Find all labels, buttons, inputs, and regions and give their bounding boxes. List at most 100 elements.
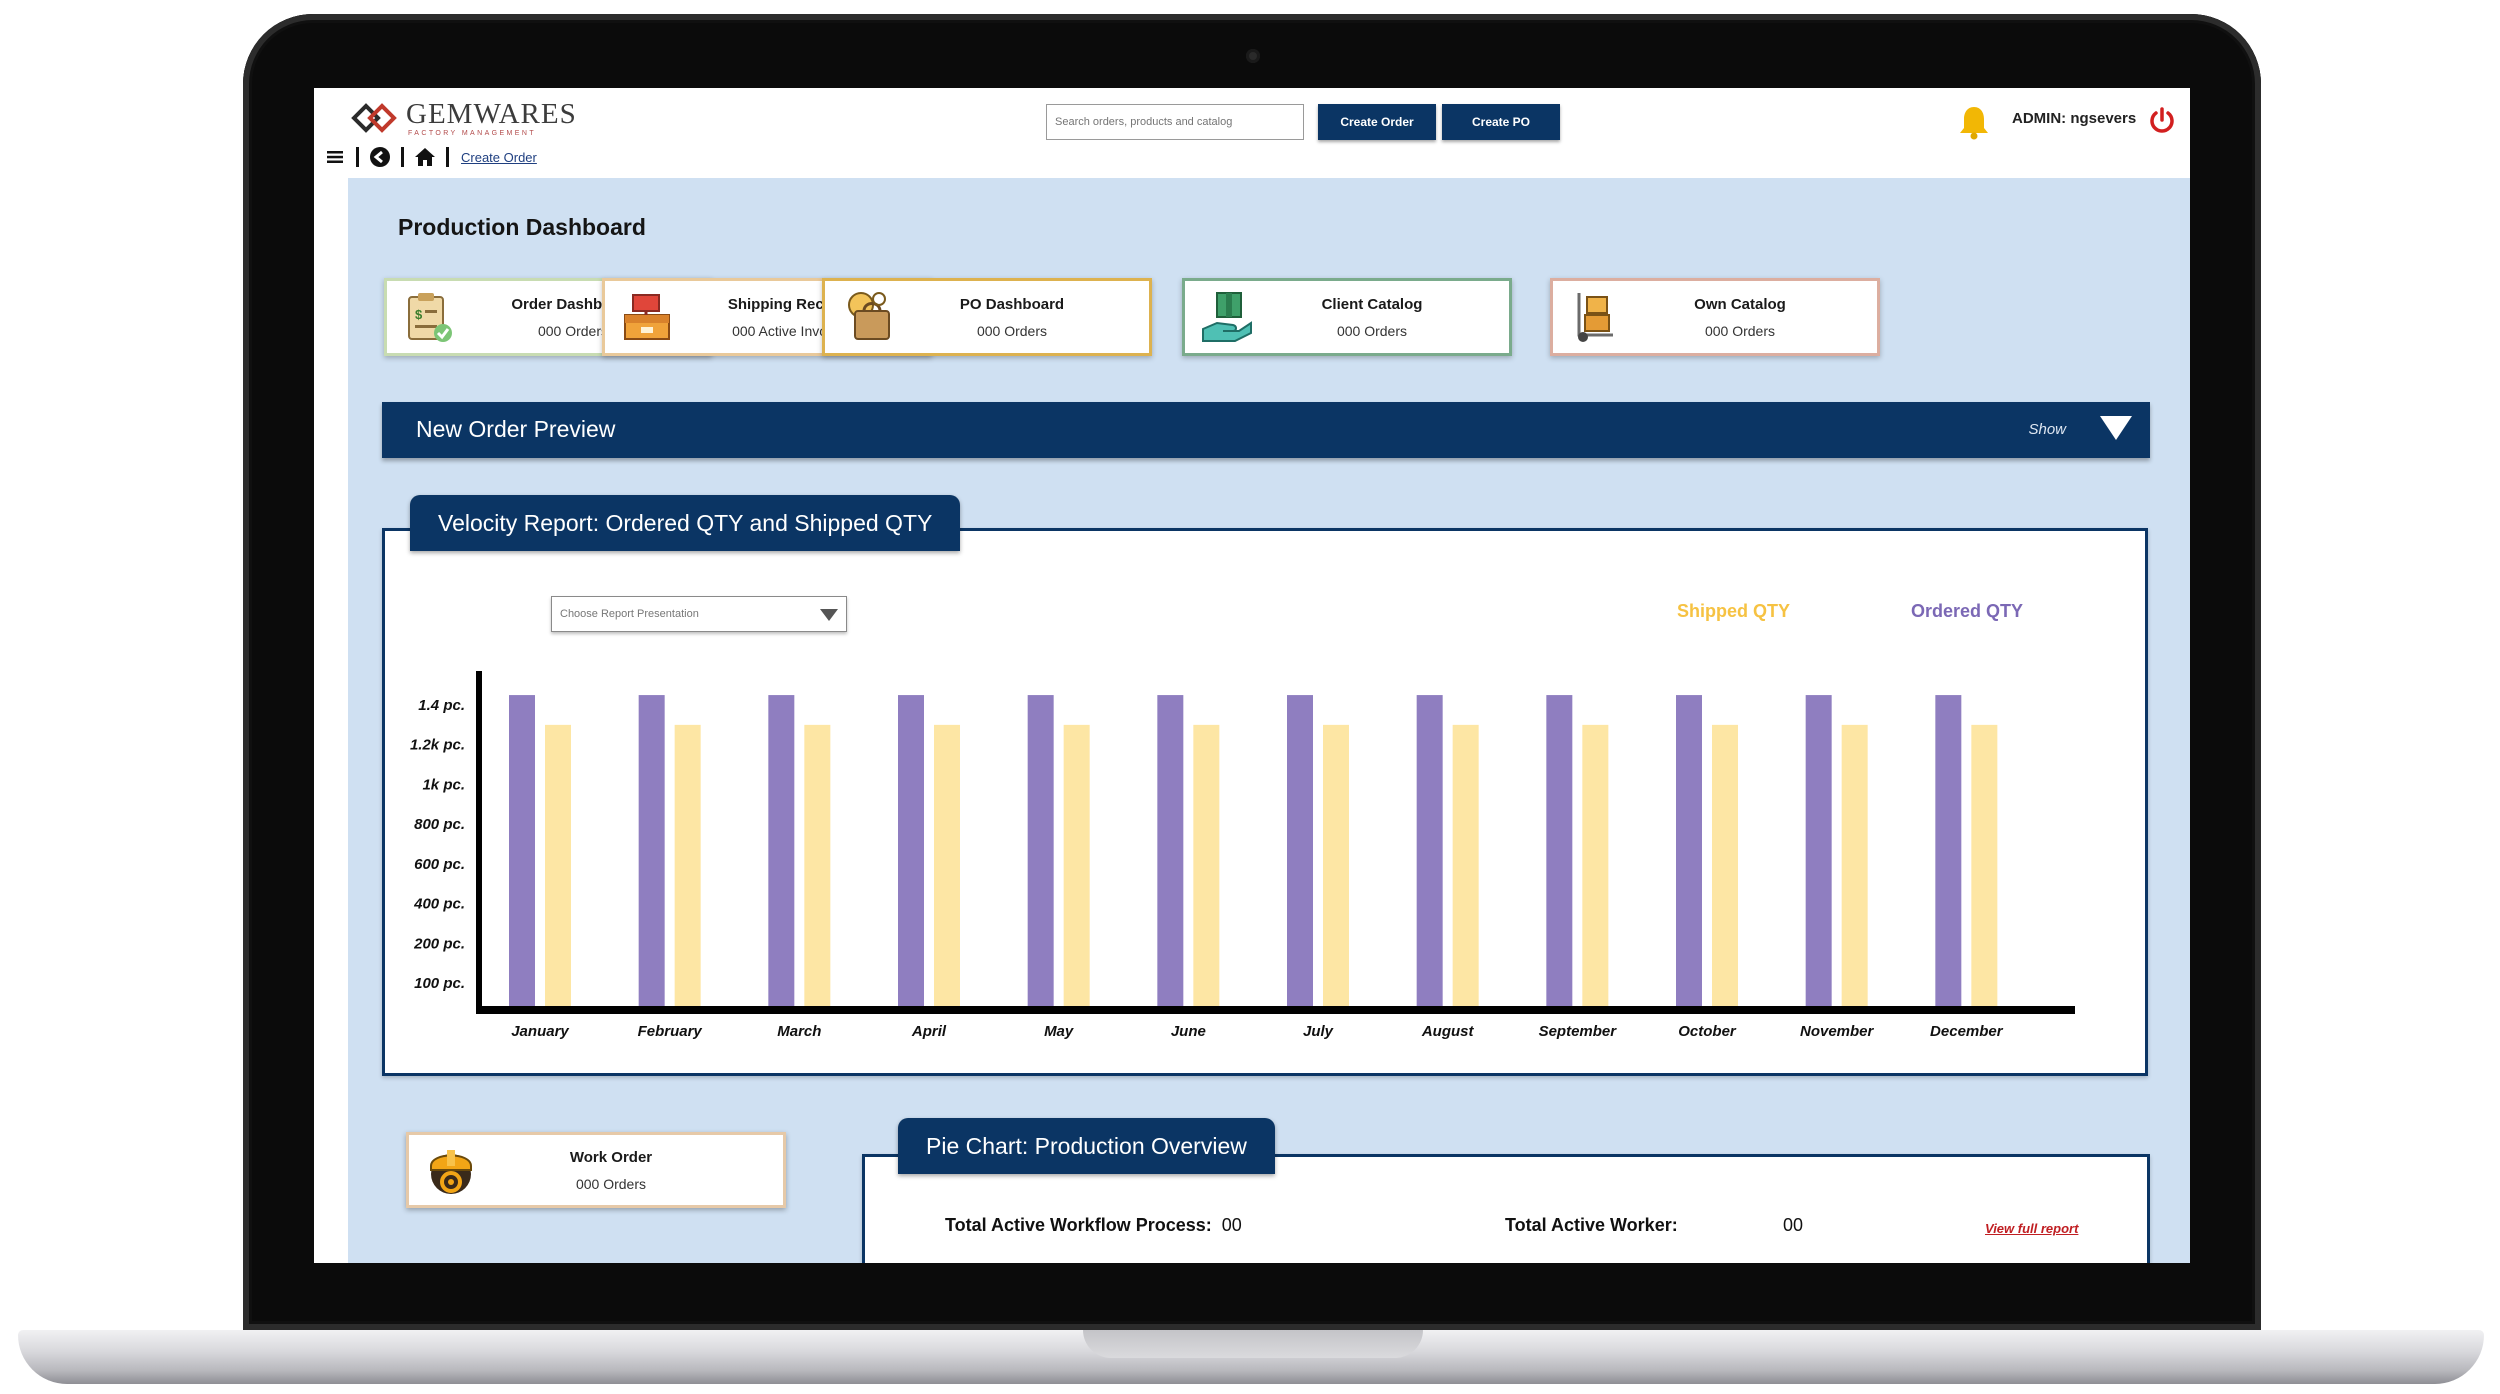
- breadcrumb-create-order[interactable]: Create Order: [461, 149, 537, 165]
- y-tick-label: 1k pc.: [422, 776, 465, 793]
- y-tick-label: 600 pc.: [414, 856, 465, 873]
- gem-logo-icon: [351, 103, 397, 133]
- worker-label: Total Active Worker:: [1505, 1215, 1678, 1235]
- menu-icon[interactable]: [324, 146, 346, 168]
- card-subtitle: 000 Orders: [1704, 322, 1776, 339]
- back-icon[interactable]: [369, 146, 391, 168]
- view-full-report-link[interactable]: View full report: [1985, 1221, 2079, 1236]
- preview-show-toggle[interactable]: Show: [2028, 421, 2066, 438]
- x-tick-label: June: [1171, 1023, 1206, 1040]
- bar-shipped: [1582, 724, 1609, 1008]
- card-title: Client Catalog: [1321, 295, 1423, 313]
- svg-text:$: $: [415, 307, 423, 322]
- legend-shipped-qty: Shipped QTY: [1677, 601, 1790, 622]
- screen: GEMWARES FACTORY MANAGEMENT Create Order…: [314, 88, 2190, 1263]
- card-title: PO Dashboard: [959, 295, 1065, 313]
- y-tick-label: 100 pc.: [414, 975, 465, 992]
- select-placeholder: Choose Report Presentation: [560, 608, 699, 620]
- card-subtitle: 000 Active Invoices: [732, 322, 852, 339]
- card-subtitle: 000 Orders: [1336, 322, 1408, 339]
- nav-divider: [446, 147, 449, 167]
- work-order-subtitle: 000 Orders: [575, 1175, 647, 1192]
- x-tick-label: October: [1678, 1023, 1737, 1040]
- page-title: Production Dashboard: [398, 214, 646, 240]
- x-tick-label: February: [638, 1023, 703, 1040]
- y-tick-label: 800 pc.: [414, 816, 465, 833]
- bar-shipped: [1193, 724, 1220, 1008]
- legend-ordered-label: Ordered QTY: [1911, 601, 2024, 621]
- bar-ordered: [1676, 695, 1702, 1008]
- bar-shipped: [1323, 724, 1349, 1008]
- bar-ordered: [1935, 695, 1962, 1008]
- bar-shipped: [934, 724, 960, 1008]
- x-tick-label: December: [1930, 1023, 2004, 1040]
- velocity-report-panel: Choose Report Presentation Shipped QTY O…: [382, 528, 2148, 1076]
- home-icon[interactable]: [414, 146, 436, 168]
- bar-ordered: [638, 695, 665, 1008]
- x-tick-label: July: [1303, 1023, 1334, 1040]
- bar-ordered: [898, 695, 924, 1008]
- clipboard-dollar-icon: $: [408, 293, 452, 342]
- card-title: Own Catalog: [1694, 295, 1786, 313]
- bar-shipped: [545, 724, 571, 1008]
- bar-ordered: [1416, 695, 1443, 1008]
- card-work-order[interactable]: Work Order 000 Orders: [406, 1132, 786, 1208]
- power-logout-icon[interactable]: [2148, 106, 2176, 134]
- y-tick-label: 200 pc.: [413, 935, 465, 952]
- admin-user-label[interactable]: ADMIN: ngsevers: [2012, 110, 2137, 127]
- webcam: [1246, 49, 1260, 63]
- nav-row: Create Order: [324, 144, 537, 170]
- work-order-title: Work Order: [569, 1148, 653, 1166]
- card-own-catalog[interactable]: Own Catalog 000 Orders: [1550, 278, 1880, 356]
- shipping-box-icon: [624, 294, 670, 340]
- brand-name: GEMWARES: [406, 97, 577, 130]
- workflow-value: 00: [1221, 1215, 1242, 1235]
- laptop-notch: [1083, 1330, 1423, 1358]
- bar-ordered: [1546, 695, 1573, 1008]
- bar-ordered: [1027, 695, 1054, 1008]
- bar-ordered: [768, 695, 795, 1008]
- y-tick-label: 1.4 pc.: [418, 697, 465, 714]
- card-subtitle: 000 Orders: [976, 322, 1048, 339]
- nav-divider: [401, 147, 404, 167]
- x-tick-label: May: [1044, 1023, 1074, 1040]
- card-client-catalog[interactable]: Client Catalog 000 Orders: [1182, 278, 1512, 356]
- nav-divider: [356, 147, 359, 167]
- bar-ordered: [509, 695, 535, 1008]
- bar-ordered: [1805, 695, 1832, 1008]
- bar-shipped: [1712, 724, 1738, 1008]
- create-po-button[interactable]: Create PO: [1442, 104, 1560, 140]
- x-tick-label: April: [911, 1023, 947, 1040]
- y-tick-label: 400 pc.: [413, 896, 465, 913]
- top-bar: GEMWARES FACTORY MANAGEMENT Create Order…: [314, 88, 2190, 178]
- y-tick-label: 1.2k pc.: [410, 737, 465, 754]
- brand-logo[interactable]: GEMWARES FACTORY MANAGEMENT: [350, 98, 577, 138]
- new-order-preview-bar[interactable]: New Order Preview Show: [382, 402, 2150, 458]
- workflow-stat: Total Active Workflow Process: 00: [945, 1215, 1242, 1236]
- search-input[interactable]: [1046, 104, 1304, 140]
- bar-ordered: [1157, 695, 1184, 1008]
- report-presentation-select[interactable]: Choose Report Presentation: [551, 596, 847, 632]
- legend-ordered-qty: Ordered QTY: [1911, 601, 2023, 622]
- bar-shipped: [1452, 724, 1479, 1008]
- x-tick-label: January: [511, 1023, 569, 1040]
- notification-bell-icon[interactable]: [1958, 104, 1990, 140]
- worker-helmet-gear-icon: [430, 1150, 472, 1194]
- x-tick-label: March: [777, 1023, 821, 1040]
- worker-stat: Total Active Worker:: [1505, 1215, 1678, 1236]
- card-po-dashboard[interactable]: PO Dashboard 000 Orders: [822, 278, 1152, 356]
- caret-down-icon[interactable]: [2100, 416, 2132, 440]
- bar-shipped: [1971, 724, 1998, 1008]
- pie-chart-tab: Pie Chart: Production Overview: [898, 1118, 1275, 1174]
- bar-shipped: [1841, 724, 1868, 1008]
- preview-label: New Order Preview: [416, 416, 616, 442]
- create-order-button[interactable]: Create Order: [1318, 104, 1436, 140]
- workflow-label: Total Active Workflow Process:: [945, 1215, 1212, 1235]
- hand-box-icon: [1202, 292, 1252, 342]
- bar-shipped: [1063, 724, 1090, 1008]
- x-tick-label: September: [1539, 1023, 1618, 1040]
- bar-shipped: [804, 724, 831, 1008]
- worker-value: 00: [1783, 1215, 1804, 1235]
- brand-subtitle: FACTORY MANAGEMENT: [408, 129, 536, 137]
- x-tick-label: August: [1421, 1023, 1475, 1040]
